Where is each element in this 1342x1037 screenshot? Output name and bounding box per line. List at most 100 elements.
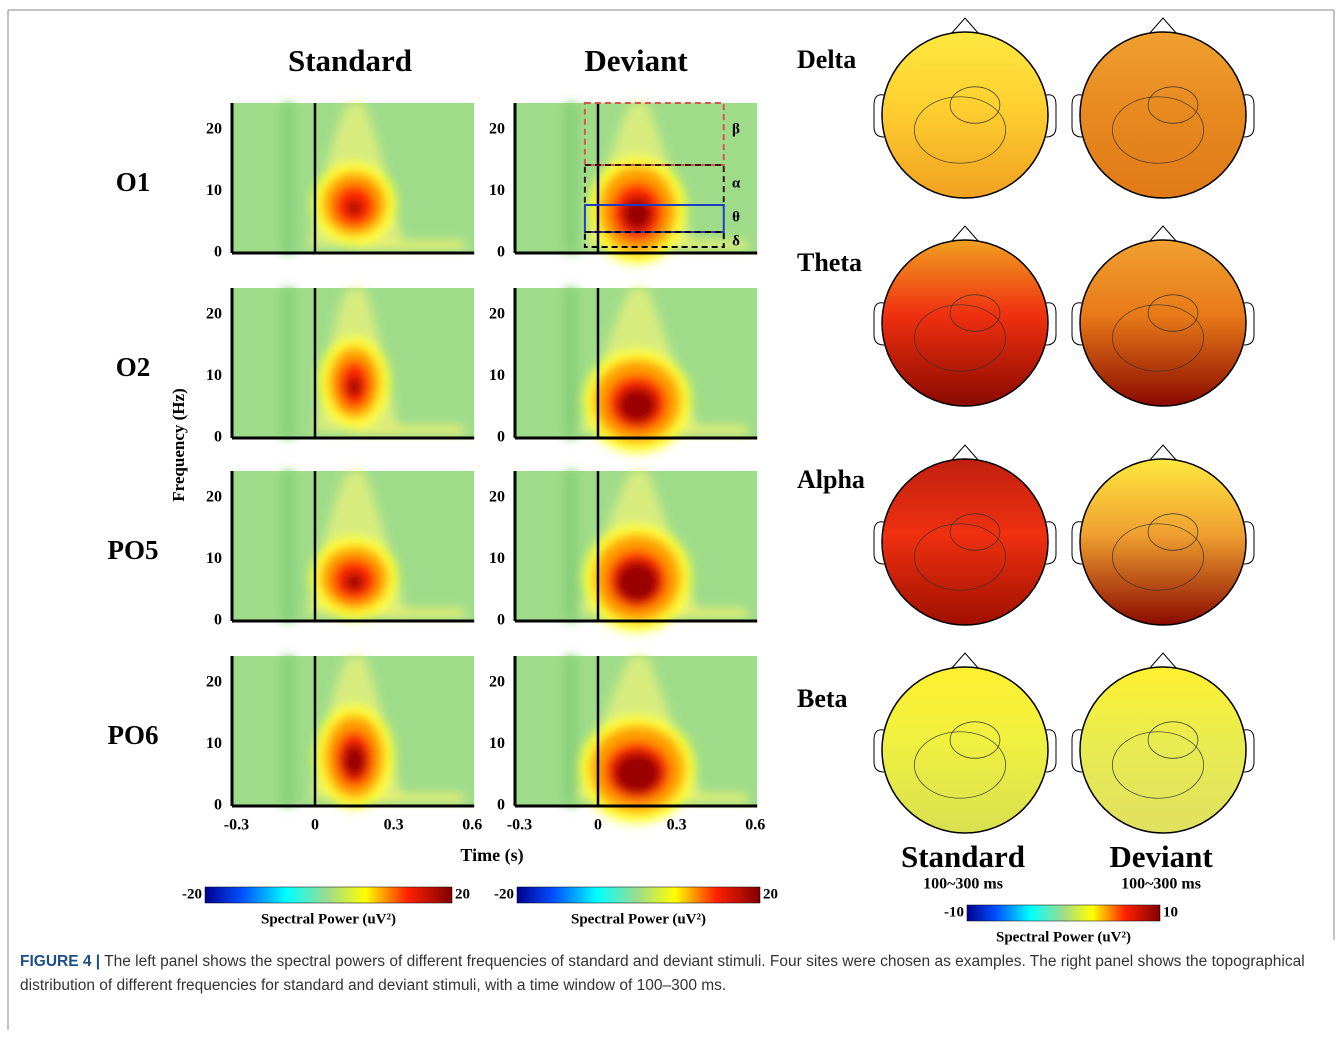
blob-dark — [347, 376, 362, 396]
colorbar-max: 10 — [1163, 904, 1178, 920]
tail — [354, 426, 464, 434]
spectrogram — [232, 471, 474, 621]
blob-dark — [618, 387, 658, 423]
colorbar — [517, 887, 760, 903]
y-tick-label: 10 — [206, 735, 222, 752]
column-title: Deviant — [584, 43, 688, 78]
head — [882, 459, 1048, 625]
y-tick-label: 20 — [489, 674, 505, 691]
time-window: 100~300 ms — [1121, 876, 1201, 893]
stripe — [564, 471, 578, 621]
stripe — [564, 288, 578, 438]
x-tick-label: 0.6 — [462, 817, 482, 834]
y-tick-label: 20 — [206, 489, 222, 506]
head — [882, 32, 1048, 198]
row-label: PO6 — [108, 720, 159, 750]
stripe — [564, 103, 578, 253]
colorbar — [967, 905, 1160, 921]
stripe — [281, 471, 295, 621]
spectrogram — [232, 288, 474, 438]
y-tick-label: 0 — [497, 429, 505, 446]
band-title: Theta — [797, 248, 862, 277]
blob-dark — [347, 200, 362, 215]
head — [1080, 459, 1246, 625]
stripe — [564, 656, 578, 806]
y-axis-label: Frequency (Hz) — [169, 388, 188, 501]
band-title: Delta — [797, 45, 856, 74]
spectrogram — [515, 103, 757, 264]
head — [1080, 240, 1246, 406]
y-tick-label: 0 — [497, 797, 505, 814]
row-label: O1 — [116, 167, 151, 197]
x-tick-label: 0 — [311, 817, 319, 834]
x-tick-label: -0.3 — [224, 817, 249, 834]
band-label: β — [732, 121, 740, 137]
y-tick-label: 20 — [489, 121, 505, 138]
blob-dark — [342, 744, 366, 778]
blob-dark — [615, 561, 659, 603]
head — [882, 240, 1048, 406]
spectrogram — [232, 656, 474, 809]
colorbar-min: -20 — [182, 886, 202, 902]
spectrogram — [515, 288, 757, 453]
colorbar-min: -10 — [944, 904, 964, 920]
head — [1080, 32, 1246, 198]
stripe — [281, 103, 295, 253]
x-tick-label: 0.3 — [384, 817, 404, 834]
figure: Standard Deviant O1 0 10 20 0 10 20 β α θδ O2 0 10 20 0 1… — [0, 0, 1342, 1037]
stripe — [281, 656, 295, 806]
row-label: O2 — [116, 352, 151, 382]
y-tick-label: 20 — [206, 121, 222, 138]
blob-dark — [622, 197, 653, 231]
blob-dark — [344, 573, 364, 591]
y-tick-label: 0 — [214, 244, 222, 261]
time-window: 100~300 ms — [923, 876, 1003, 893]
y-tick-label: 10 — [489, 367, 505, 384]
colorbar-max: 20 — [455, 886, 470, 902]
head — [1080, 667, 1246, 833]
band-label: δ — [732, 233, 740, 249]
head — [882, 667, 1048, 833]
caption: FIGURE 4 | The left panel shows the spec… — [20, 950, 1320, 998]
page: Standard Deviant O1 0 10 20 0 10 20 β α θδ O2 0 10 20 0 1… — [0, 0, 1342, 1037]
colorbar-label: Spectral Power (uV²) — [571, 911, 706, 927]
y-tick-label: 20 — [206, 674, 222, 691]
band-label: α — [732, 175, 741, 191]
y-tick-label: 20 — [489, 489, 505, 506]
colorbar-min: -20 — [494, 886, 514, 902]
x-tick-label: 0.6 — [745, 817, 765, 834]
blob-dark — [613, 752, 661, 794]
colorbar-label: Spectral Power (uV²) — [996, 929, 1131, 945]
row-label: PO5 — [108, 535, 159, 565]
y-tick-label: 20 — [489, 306, 505, 323]
spectrogram — [232, 103, 474, 253]
y-tick-label: 0 — [214, 612, 222, 629]
y-tick-label: 10 — [206, 550, 222, 567]
y-tick-label: 10 — [489, 735, 505, 752]
caption-label: FIGURE 4 | — [20, 953, 100, 970]
column-title: Standard — [288, 43, 412, 78]
y-tick-label: 20 — [206, 306, 222, 323]
y-tick-label: 0 — [214, 797, 222, 814]
band-title: Alpha — [797, 465, 865, 494]
stripe — [281, 288, 295, 438]
spectrogram — [515, 471, 757, 632]
colorbar-max: 20 — [763, 886, 778, 902]
x-axis-label: Time (s) — [460, 845, 523, 866]
y-tick-label: 10 — [489, 182, 505, 199]
caption-text: The left panel shows the spectral powers… — [20, 953, 1305, 994]
colorbar-label: Spectral Power (uV²) — [261, 911, 396, 927]
y-tick-label: 0 — [497, 244, 505, 261]
y-tick-label: 0 — [214, 429, 222, 446]
y-tick-label: 10 — [489, 550, 505, 567]
x-tick-label: -0.3 — [507, 817, 532, 834]
y-tick-label: 10 — [206, 367, 222, 384]
topo-column-title: Standard — [901, 839, 1025, 874]
colorbar — [205, 887, 452, 903]
y-tick-label: 0 — [497, 612, 505, 629]
x-tick-label: 0 — [594, 817, 602, 834]
spectrogram — [515, 656, 757, 823]
band-label: θ — [732, 209, 740, 225]
x-tick-label: 0.3 — [667, 817, 687, 834]
y-tick-label: 10 — [206, 182, 222, 199]
